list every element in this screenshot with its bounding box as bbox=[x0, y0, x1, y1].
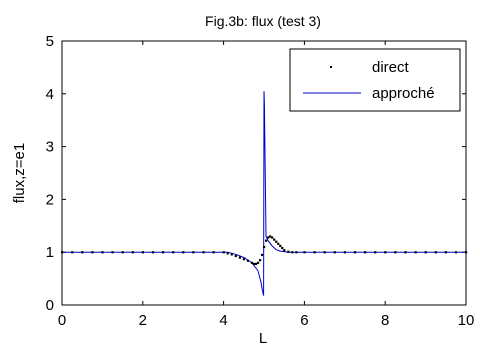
data-point-direct bbox=[374, 251, 377, 254]
data-point-direct bbox=[313, 251, 316, 254]
data-point-direct bbox=[242, 258, 245, 261]
data-point-direct bbox=[61, 251, 64, 254]
data-point-direct bbox=[279, 244, 282, 248]
data-point-direct bbox=[263, 245, 266, 249]
chart-title: Fig.3b: flux (test 3) bbox=[205, 13, 321, 29]
data-point-direct bbox=[71, 251, 74, 254]
series-line-approche bbox=[62, 91, 466, 296]
data-point-direct bbox=[172, 251, 175, 254]
data-point-direct bbox=[121, 251, 124, 254]
x-tick-label: 6 bbox=[300, 312, 308, 329]
x-tick-labels: 0 2 4 6 8 10 bbox=[58, 312, 475, 329]
data-point-direct bbox=[364, 251, 367, 254]
y-tick-label: 0 bbox=[46, 297, 54, 314]
series-layer bbox=[61, 91, 468, 296]
data-point-direct bbox=[269, 235, 272, 238]
legend: direct approché bbox=[289, 48, 461, 112]
data-point-direct bbox=[182, 251, 185, 254]
data-point-direct bbox=[424, 251, 427, 254]
data-point-direct bbox=[384, 251, 387, 254]
data-point-direct bbox=[343, 251, 346, 254]
data-point-direct bbox=[295, 251, 298, 254]
data-point-direct bbox=[192, 251, 195, 254]
data-point-direct bbox=[151, 251, 155, 254]
x-tick-label: 10 bbox=[458, 312, 475, 329]
data-point-direct bbox=[444, 251, 447, 254]
data-point-direct bbox=[414, 251, 417, 254]
x-tick-label: 2 bbox=[139, 312, 147, 329]
y-tick-label: 4 bbox=[46, 86, 54, 103]
x-axis-label: L bbox=[259, 330, 267, 347]
legend-marker-direct bbox=[330, 66, 332, 68]
data-point-direct bbox=[226, 252, 229, 255]
data-point-direct bbox=[454, 251, 458, 254]
data-point-direct bbox=[287, 250, 290, 253]
data-point-direct bbox=[323, 251, 326, 254]
data-point-direct bbox=[303, 251, 306, 254]
data-point-direct bbox=[465, 251, 468, 254]
data-point-direct bbox=[222, 251, 225, 254]
data-point-direct bbox=[131, 251, 134, 254]
data-point-direct bbox=[353, 251, 357, 254]
data-point-direct bbox=[277, 242, 280, 245]
legend-box bbox=[289, 48, 461, 112]
y-tick-label: 1 bbox=[46, 244, 54, 261]
data-point-direct bbox=[404, 251, 407, 254]
data-point-direct bbox=[238, 256, 241, 259]
data-point-direct bbox=[283, 249, 286, 252]
x-tick-label: 0 bbox=[58, 312, 66, 329]
data-point-direct bbox=[246, 259, 250, 262]
data-point-direct bbox=[101, 251, 104, 254]
data-point-direct bbox=[230, 253, 233, 256]
data-point-direct bbox=[273, 238, 276, 241]
data-point-direct bbox=[81, 251, 84, 254]
legend-label-approche: approché bbox=[372, 85, 435, 102]
data-point-direct bbox=[91, 251, 94, 254]
y-tick-labels: 0 1 2 3 4 5 bbox=[46, 33, 54, 314]
y-tick-label: 2 bbox=[46, 191, 54, 208]
data-point-direct bbox=[234, 254, 237, 258]
data-point-direct bbox=[252, 262, 256, 266]
y-tick-label: 3 bbox=[46, 139, 54, 156]
data-point-direct bbox=[141, 251, 144, 254]
data-point-direct bbox=[111, 251, 114, 254]
x-tick-label: 8 bbox=[381, 312, 389, 329]
data-point-direct bbox=[291, 251, 294, 254]
data-point-direct bbox=[212, 251, 215, 254]
data-point-direct bbox=[258, 259, 262, 262]
y-axis-label: flux,z=e1 bbox=[11, 143, 28, 203]
data-point-direct bbox=[260, 253, 264, 257]
data-point-direct bbox=[333, 251, 336, 254]
data-point-direct bbox=[267, 236, 270, 239]
axis-ticks bbox=[61, 40, 467, 306]
data-point-direct bbox=[254, 262, 258, 266]
legend-label-direct: direct bbox=[372, 59, 410, 76]
data-point-direct bbox=[271, 236, 274, 239]
x-tick-label: 4 bbox=[219, 312, 227, 329]
data-point-direct bbox=[394, 251, 397, 254]
data-point-direct bbox=[256, 261, 260, 264]
y-tick-label: 5 bbox=[46, 33, 54, 50]
data-point-direct bbox=[434, 251, 437, 254]
data-point-direct bbox=[275, 240, 278, 243]
data-point-direct bbox=[162, 251, 165, 254]
data-point-direct bbox=[250, 261, 254, 264]
data-point-direct bbox=[265, 239, 268, 242]
data-point-direct bbox=[202, 251, 205, 254]
data-point-direct bbox=[281, 246, 284, 250]
